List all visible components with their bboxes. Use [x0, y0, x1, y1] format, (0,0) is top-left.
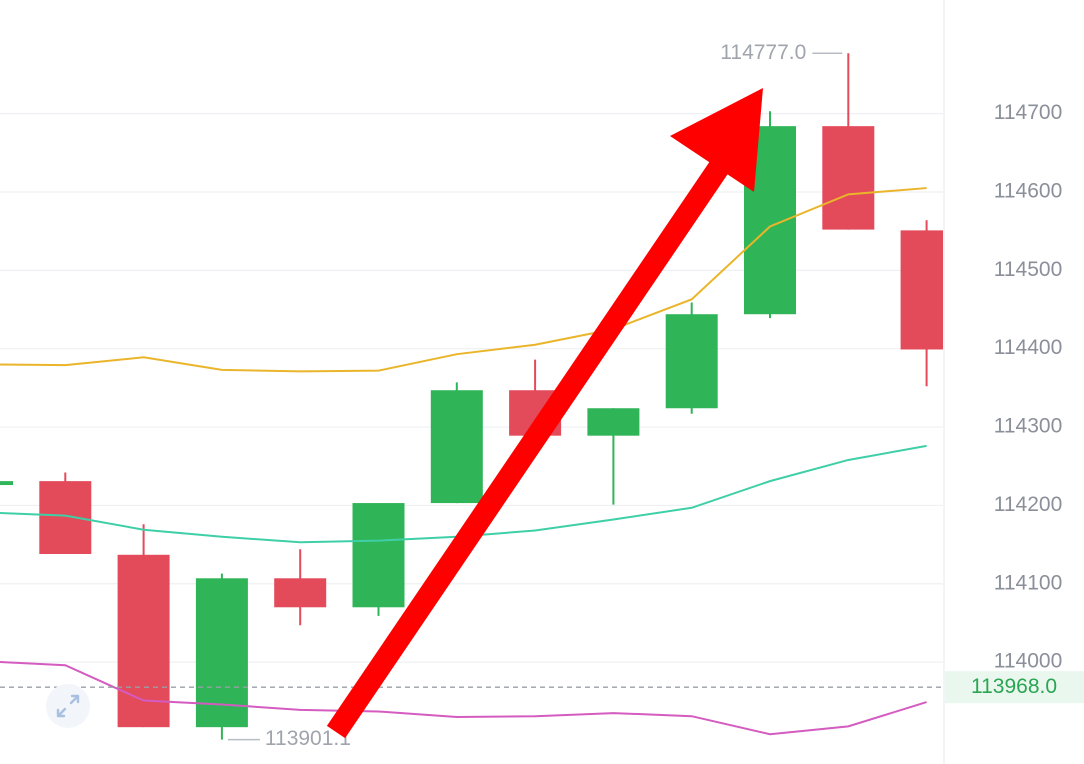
annotation-arrow — [326, 88, 763, 739]
last-price-box — [945, 671, 1084, 704]
candle-body — [117, 554, 170, 728]
expand-button[interactable] — [46, 684, 90, 728]
candle-body — [665, 314, 718, 409]
low-label: 113901.1 — [265, 727, 351, 750]
moving-average-line — [0, 660, 927, 736]
y-tick-label: 114700 — [994, 101, 1063, 124]
y-tick-label: 114000 — [994, 650, 1063, 673]
y-tick-label: 114400 — [994, 336, 1063, 359]
y-tick-label: 114200 — [994, 493, 1063, 516]
y-tick-label: 114500 — [994, 258, 1063, 281]
high-label: 114777.0 — [720, 41, 806, 64]
candle-body — [195, 578, 248, 728]
candle-body — [430, 390, 483, 504]
last-price-label: 113968.0 — [971, 675, 1057, 698]
candle-body — [274, 578, 327, 608]
candle-body — [39, 481, 92, 554]
candle-body — [0, 481, 13, 486]
candle-body — [900, 230, 943, 350]
candle-body — [352, 503, 405, 608]
y-tick-label: 114300 — [994, 415, 1063, 438]
y-tick-label: 114100 — [994, 571, 1063, 594]
y-tick-label: 114600 — [994, 180, 1063, 203]
moving-average-line — [0, 187, 927, 373]
candle-body — [587, 408, 640, 436]
candle-body — [822, 126, 875, 230]
